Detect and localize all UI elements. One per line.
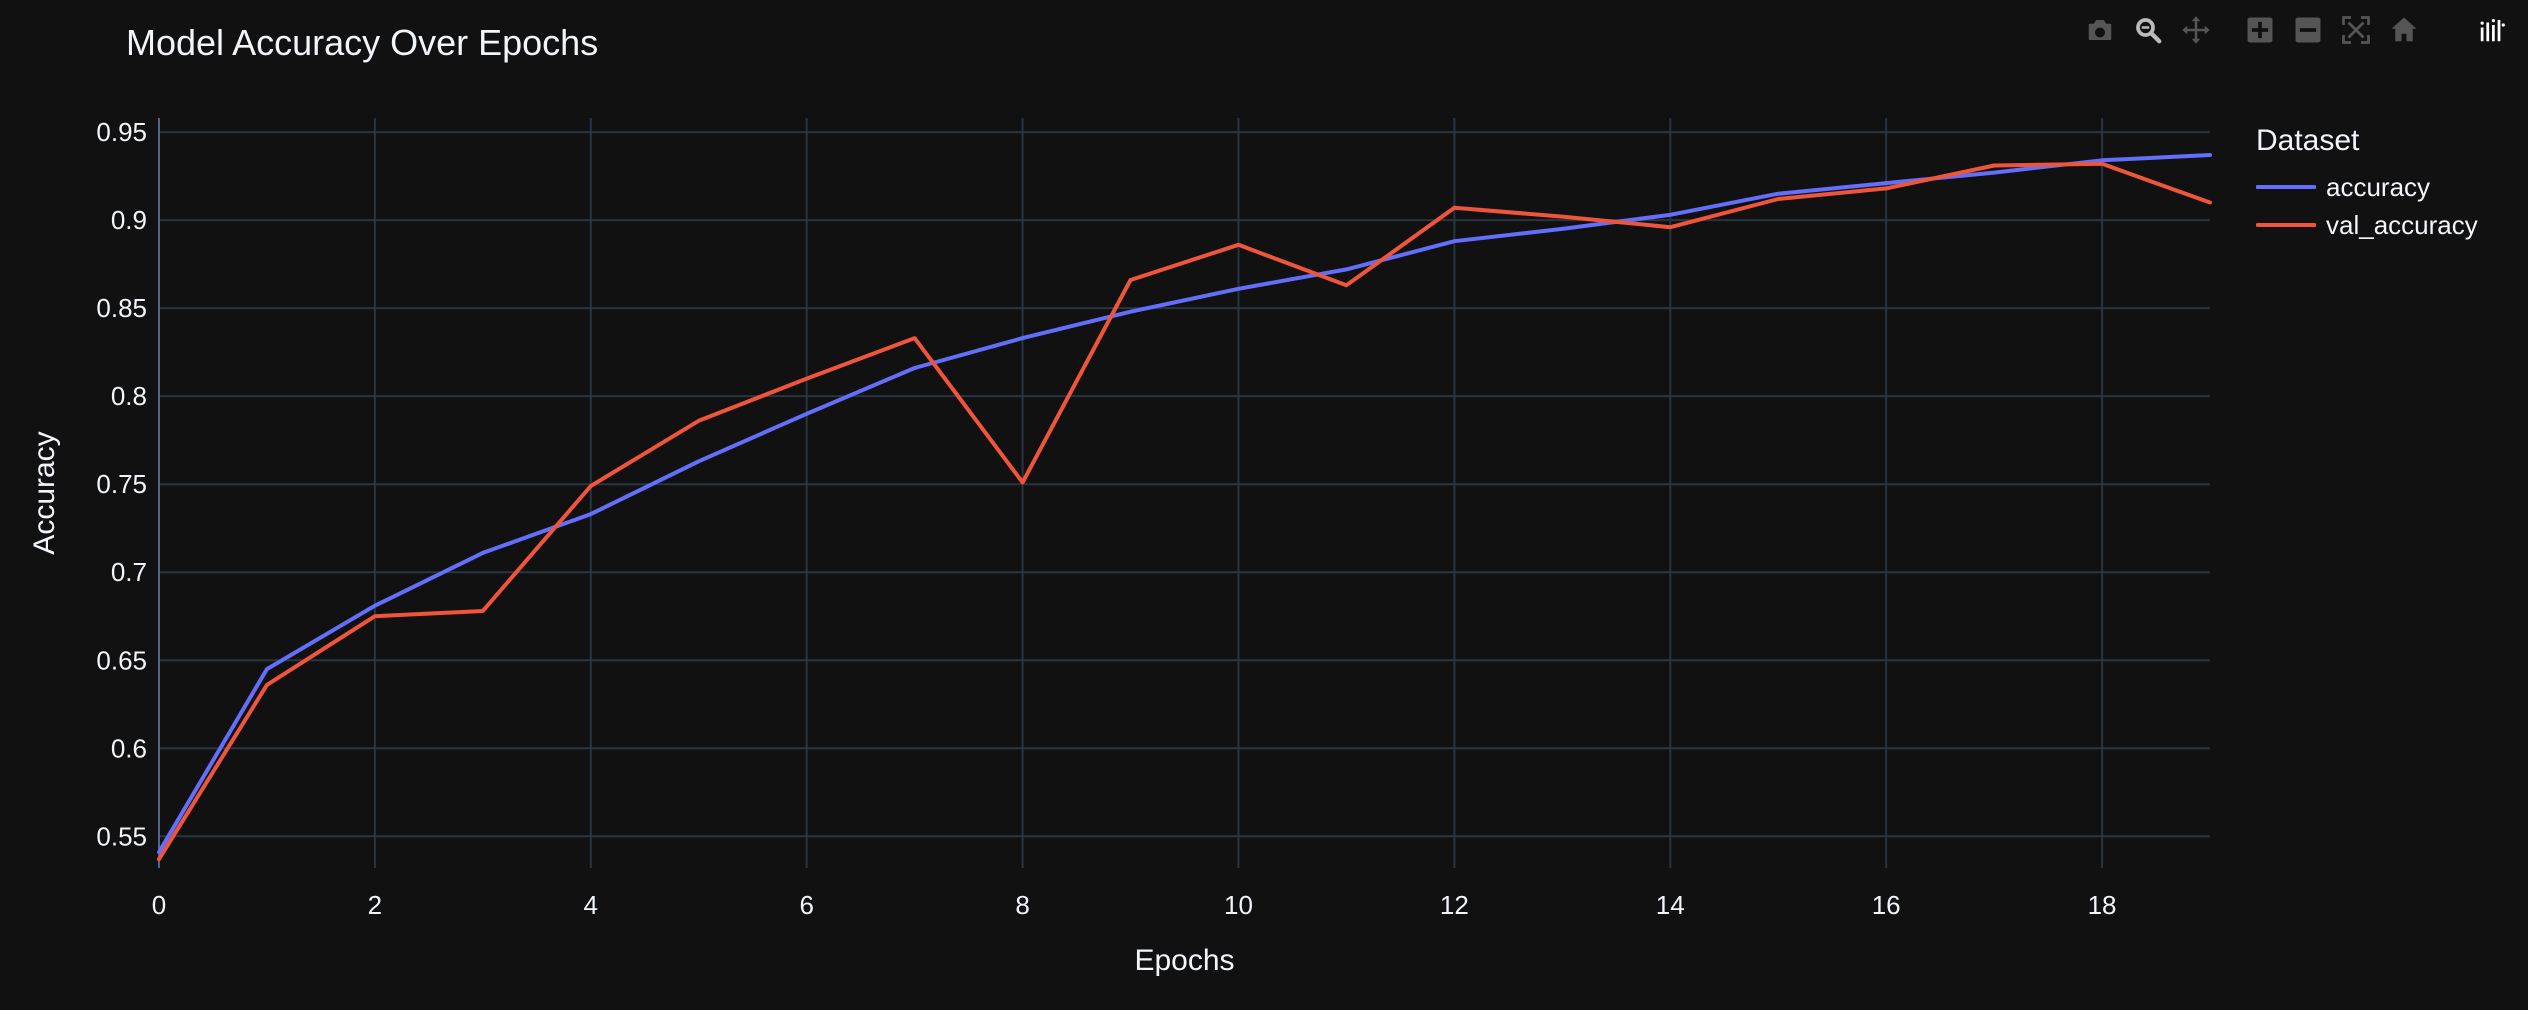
plotly-logo-icon[interactable] — [2472, 8, 2512, 52]
legend-label-val-accuracy: val_accuracy — [2326, 209, 2478, 240]
home-icon[interactable] — [2384, 8, 2424, 52]
zoom-out-icon[interactable] — [2288, 8, 2328, 52]
x-tick-label: 14 — [1656, 890, 1685, 920]
y-tick-label: 0.6 — [111, 733, 147, 763]
y-tick-label: 0.65 — [96, 645, 147, 675]
zoom-icon[interactable] — [2128, 8, 2168, 52]
legend: Dataset accuracy val_accuracy — [2256, 124, 2478, 244]
x-tick-label: 12 — [1440, 890, 1469, 920]
x-tick-label: 16 — [1872, 890, 1901, 920]
x-tick-label: 0 — [152, 890, 166, 920]
y-tick-label: 0.55 — [96, 821, 147, 851]
x-tick-label: 8 — [1015, 890, 1029, 920]
y-axis-title: Accuracy — [28, 431, 61, 554]
x-axis-title: Epochs — [1134, 944, 1234, 977]
y-tick-label: 0.9 — [111, 205, 147, 235]
y-tick-label: 0.95 — [96, 117, 147, 147]
modebar — [2080, 8, 2520, 52]
x-tick-label: 10 — [1224, 890, 1253, 920]
x-tick-label: 2 — [368, 890, 382, 920]
zoom-in-icon[interactable] — [2240, 8, 2280, 52]
x-tick-label: 4 — [584, 890, 598, 920]
legend-item-val-accuracy[interactable]: val_accuracy — [2256, 206, 2478, 244]
legend-item-accuracy[interactable]: accuracy — [2256, 168, 2478, 206]
chart-title: Model Accuracy Over Epochs — [126, 22, 599, 63]
y-tick-label: 0.75 — [96, 469, 147, 499]
legend-title: Dataset — [2256, 124, 2360, 157]
camera-icon[interactable] — [2080, 8, 2120, 52]
y-tick-label: 0.7 — [111, 557, 147, 587]
legend-swatch-val-accuracy — [2256, 223, 2316, 227]
legend-swatch-accuracy — [2256, 185, 2316, 189]
x-tick-label: 18 — [2088, 890, 2117, 920]
x-tick-label: 6 — [799, 890, 813, 920]
y-tick-label: 0.8 — [111, 381, 147, 411]
series-line-accuracy[interactable] — [157, 153, 2212, 855]
autoscale-icon[interactable] — [2336, 8, 2376, 52]
pan-icon[interactable] — [2176, 8, 2216, 52]
y-tick-label: 0.85 — [96, 293, 147, 323]
legend-label-accuracy: accuracy — [2326, 171, 2431, 202]
series-line-val-accuracy[interactable] — [157, 161, 2212, 862]
